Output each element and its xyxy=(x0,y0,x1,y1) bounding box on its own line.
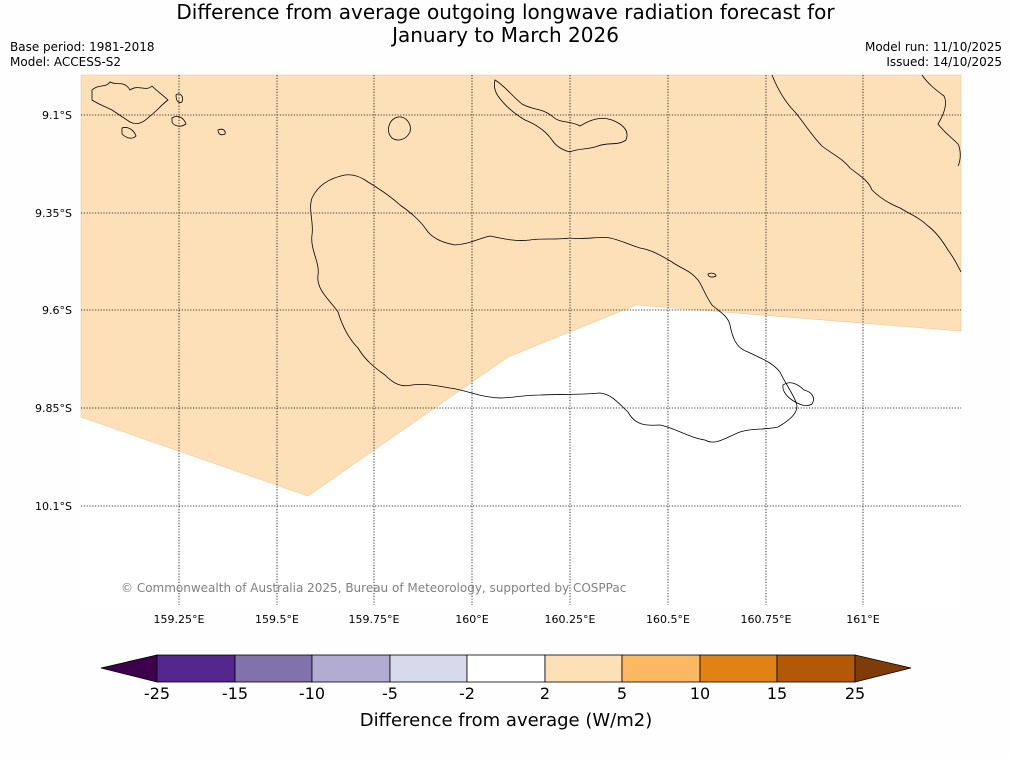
colorbar-tick: 15 xyxy=(767,684,787,703)
base-period: Base period: 1981-2018 xyxy=(10,40,155,54)
coastline-north-central-island xyxy=(494,79,628,153)
lon-label: 160°E xyxy=(455,613,488,626)
colorbar-segment xyxy=(466,654,546,683)
colorbar-segment xyxy=(699,654,778,683)
lon-label: 159.5°E xyxy=(255,613,299,626)
lon-label: 161°E xyxy=(846,613,879,626)
lon-label: 160.25°E xyxy=(545,613,596,626)
lon-label: 160.75°E xyxy=(741,613,792,626)
lon-label: 160.5°E xyxy=(646,613,690,626)
colorbar-tick: -5 xyxy=(382,684,398,703)
colorbar-tick: -10 xyxy=(299,684,325,703)
colorbar-segment xyxy=(776,654,856,683)
coastline-southeast-islets xyxy=(782,382,814,407)
base-info: Base period: 1981-2018 Model: ACCESS-S2 xyxy=(10,40,155,70)
coastline-northwest-islet-c xyxy=(217,128,226,136)
lon-label: 159.25°E xyxy=(154,613,205,626)
lon-label: 159.75°E xyxy=(349,613,400,626)
colorbar xyxy=(100,654,912,683)
colorbar-label: Difference from average (W/m2) xyxy=(360,710,652,731)
colorbar-segment xyxy=(621,654,701,683)
coastline-main-island xyxy=(310,174,798,443)
coastline-northwest-islands xyxy=(91,81,169,124)
coastline-northwest-islet-a xyxy=(121,127,137,139)
lat-label: 9.85°S xyxy=(35,402,72,415)
colorbar-segment xyxy=(389,654,468,683)
colorbar-tick: -15 xyxy=(222,684,248,703)
colorbar-tick: -25 xyxy=(144,684,170,703)
coastline-small-islet-east xyxy=(707,272,717,278)
colorbar-segment xyxy=(234,654,313,683)
model-run: Model run: 11/10/2025 xyxy=(864,40,1002,54)
coastline-northwest-islet-d xyxy=(175,93,183,103)
title-line-1: Difference from average outgoing longwav… xyxy=(176,0,835,24)
coastline-northwest-islet-b xyxy=(171,116,187,127)
lat-label: 9.35°S xyxy=(35,207,72,220)
coastline-northeast-island xyxy=(771,74,962,273)
colorbar-segment xyxy=(311,654,391,683)
lat-label: 9.1°S xyxy=(42,109,72,122)
colorbar-tick: 25 xyxy=(845,684,865,703)
anomaly-shaded-region xyxy=(80,74,962,497)
lat-label: 10.1°S xyxy=(35,500,72,513)
run-info: Model run: 11/10/2025 Issued: 14/10/2025 xyxy=(865,40,1002,70)
lat-label: 9.6°S xyxy=(42,304,72,317)
colorbar-tick: 5 xyxy=(617,684,627,703)
coastline-small-island-north xyxy=(388,116,411,141)
colorbar-tick: 10 xyxy=(690,684,710,703)
copyright-notice: © Commonwealth of Australia 2025, Bureau… xyxy=(121,581,626,595)
colorbar-segment xyxy=(544,654,623,683)
colorbar-segment xyxy=(156,654,236,683)
model-name: Model: ACCESS-S2 xyxy=(10,55,122,69)
colorbar-extend-low xyxy=(100,654,158,683)
lon-labels: 159.25°E 159.5°E 159.75°E 160°E 160.25°E… xyxy=(154,613,880,626)
lat-labels: 9.1°S 9.35°S 9.6°S 9.85°S 10.1°S xyxy=(35,109,72,513)
colorbar-tick: 2 xyxy=(540,684,550,703)
coastlines xyxy=(91,74,962,443)
colorbar-tick: -2 xyxy=(459,684,475,703)
issued-date: Issued: 14/10/2025 xyxy=(886,55,1002,69)
coastline-far-northeast xyxy=(921,74,961,167)
colorbar-extend-high xyxy=(854,654,912,683)
title-line-2: January to March 2026 xyxy=(392,23,619,47)
gridlines xyxy=(81,75,961,605)
colorbar-ticks: -25 -15 -10 -5 -2 2 5 10 15 25 xyxy=(144,684,865,703)
chart-title: Difference from average outgoing longwav… xyxy=(0,1,1011,47)
